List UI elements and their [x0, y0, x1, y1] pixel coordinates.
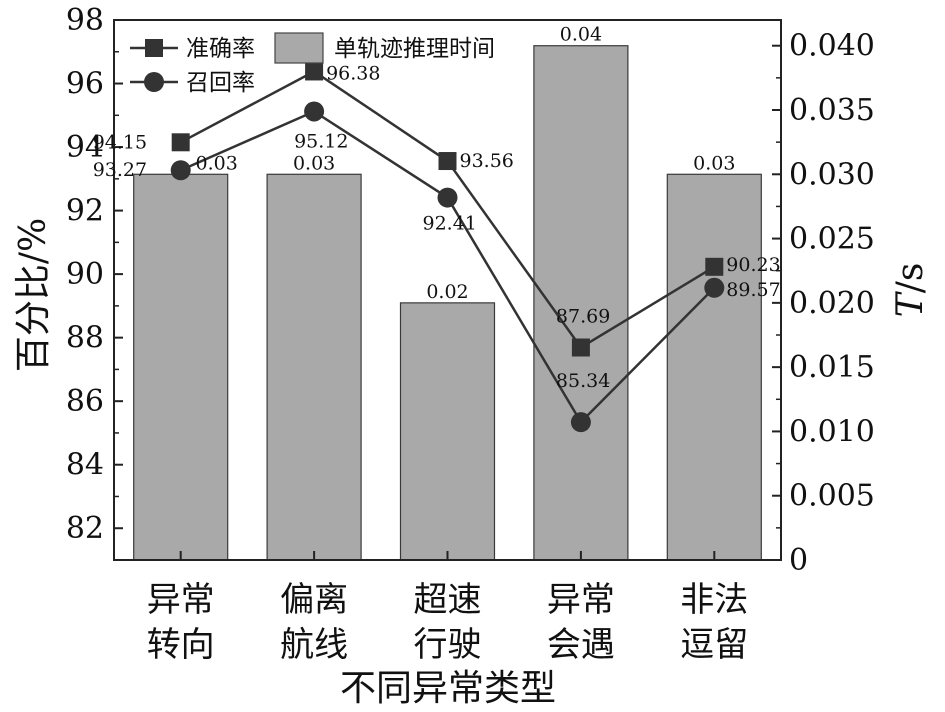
- x-axis-title: 不同异常类型: [340, 668, 556, 709]
- right-axis-tick-label: 0.020: [789, 286, 875, 321]
- accuracy-point: [705, 257, 724, 276]
- legend-bar-swatch: [274, 32, 324, 64]
- bar: [399, 302, 496, 561]
- legend-recall-circle-marker: [144, 72, 164, 92]
- right-axis-tick-label: 0.005: [789, 479, 875, 514]
- left-axis-tick-label: 94: [66, 130, 104, 165]
- legend-inference-time-label: 单轨迹推理时间: [334, 36, 495, 62]
- recall-value-label: 95.12: [294, 130, 348, 152]
- right-axis-tick-label: 0.035: [789, 93, 875, 128]
- recall-point: [704, 277, 725, 298]
- bar: [133, 173, 229, 561]
- right-axis-tick-label: 0.040: [789, 29, 875, 64]
- accuracy-value-label: 87.69: [556, 305, 610, 327]
- right-y-axis-title-unit: /s: [890, 263, 931, 294]
- bar-value-label: 0.03: [196, 152, 238, 174]
- category-label-line2: 转向: [147, 625, 215, 665]
- right-axis-tick-label: 0.030: [789, 157, 875, 192]
- recall-value-label: 92.41: [423, 213, 477, 235]
- legend-recall-label: 召回率: [186, 70, 255, 96]
- left-axis-tick-label: 90: [66, 257, 104, 292]
- accuracy-value-label: 96.38: [326, 62, 380, 84]
- category-label-line2: 航线: [280, 625, 348, 665]
- category-label-line1: 非法: [680, 580, 748, 620]
- bar-value-label: 0.02: [426, 281, 468, 303]
- legend-accuracy-label: 准确率: [186, 36, 255, 62]
- bar-value-label: 0.03: [693, 152, 735, 174]
- category-label-line1: 超速: [414, 580, 482, 620]
- left-axis-tick-label: 86: [66, 384, 104, 419]
- lines-layer: [170, 62, 725, 433]
- left-axis-tick-label: 92: [66, 194, 104, 229]
- ticks-layer: 82848688909294969800.0050.0100.0150.0200…: [66, 3, 875, 665]
- bar-value-label: 0.04: [560, 24, 602, 46]
- right-axis-tick-label: 0: [789, 543, 808, 578]
- left-axis-tick-label: 82: [66, 511, 104, 546]
- bar: [266, 173, 362, 561]
- left-axis-tick-label: 98: [66, 3, 104, 38]
- left-axis-tick-label: 96: [66, 67, 104, 102]
- category-label-line1: 异常: [147, 580, 215, 620]
- right-axis-tick-label: 0.025: [789, 222, 875, 257]
- right-axis-tick-label: 0.010: [789, 414, 875, 449]
- right-axis-tick-label: 0.015: [789, 350, 875, 385]
- category-label-line1: 异常: [547, 580, 615, 620]
- left-axis-tick-label: 88: [66, 321, 104, 356]
- accuracy-value-label: 90.23: [726, 254, 780, 276]
- recall-value-label: 85.34: [556, 370, 610, 392]
- recall-value-label: 93.27: [93, 159, 147, 181]
- legend-item-inference-time: 单轨迹推理时间: [274, 32, 495, 64]
- recall-value-label: 89.57: [726, 279, 780, 301]
- accuracy-value-label: 93.56: [460, 150, 514, 172]
- legend-item-recall: 召回率: [130, 70, 255, 96]
- data-labels-layer: 0.03 0.03 0.02 0.04 0.03 94.15 96.38 93.56 87.69…: [93, 24, 781, 392]
- legend: 准确率 召回率 单轨迹推理时间: [130, 32, 495, 96]
- accuracy-point: [438, 152, 457, 171]
- right-y-axis-title: T/s: [890, 263, 931, 318]
- accuracy-value-label: 94.15: [93, 131, 147, 153]
- category-label-line2: 逗留: [680, 625, 748, 665]
- accuracy-point: [305, 62, 324, 81]
- bar: [666, 173, 762, 561]
- accuracy-point: [571, 338, 590, 357]
- right-y-axis-title-symbol: T: [890, 290, 931, 317]
- recall-point: [570, 412, 591, 433]
- left-y-axis-title: 百分比/%: [13, 218, 54, 372]
- bar-value-label: 0.03: [293, 152, 335, 174]
- accuracy-point: [171, 133, 190, 152]
- category-label-line2: 行驶: [414, 625, 482, 665]
- recall-point: [304, 101, 325, 122]
- category-label-line1: 偏离: [280, 580, 348, 620]
- legend-accuracy-square-marker: [145, 39, 163, 57]
- left-axis-tick-label: 84: [66, 448, 104, 483]
- legend-item-accuracy: 准确率: [130, 36, 255, 62]
- recall-point: [437, 187, 458, 208]
- category-label-line2: 会遇: [547, 625, 615, 665]
- recall-point: [170, 160, 191, 181]
